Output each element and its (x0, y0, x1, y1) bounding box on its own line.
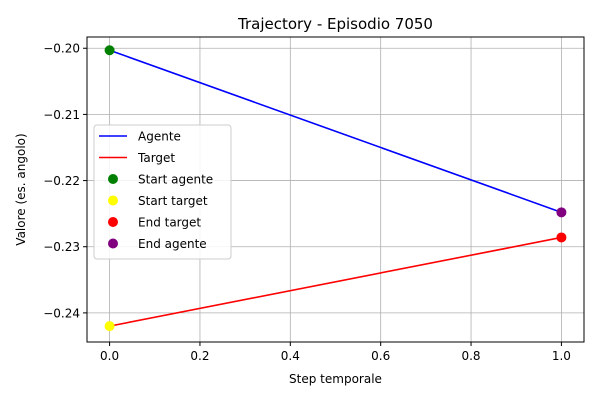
y-tick-label: −0.22 (43, 174, 80, 188)
legend: Agente Target Start agente Start target End … (93, 124, 232, 260)
legend-box (93, 124, 232, 260)
marker-end-agente (556, 207, 567, 218)
legend-label: Start target (138, 194, 208, 208)
x-tick-label: 0.2 (190, 349, 209, 363)
marker-start-target (104, 321, 115, 332)
x-tick-label: 0.0 (100, 349, 119, 363)
x-tick-label: 0.6 (371, 349, 390, 363)
series-line-target (109, 236, 562, 327)
legend-label: Agente (138, 130, 181, 144)
legend-swatch (108, 217, 118, 227)
marker-layer (104, 45, 567, 332)
series-layer (109, 49, 562, 327)
plot-frame (86, 36, 585, 343)
x-tick-label: 0.8 (461, 349, 480, 363)
legend-label: Start agente (138, 173, 213, 187)
marker-start-agente (104, 45, 115, 56)
x-tick-label: 0.4 (281, 349, 300, 363)
y-axis-label: Valore (es. angolo) (14, 133, 28, 245)
y-tick-label: −0.24 (43, 306, 80, 320)
y-tick-label: −0.21 (43, 108, 80, 122)
x-axis-label: Step temporale (289, 372, 382, 386)
legend-swatch (108, 195, 118, 206)
legend-label: End agente (138, 237, 207, 251)
x-tick-label: 1.0 (552, 349, 571, 363)
y-tick-label: −0.20 (43, 42, 80, 56)
grid (87, 37, 584, 342)
legend-swatch (108, 174, 118, 184)
chart-title: Trajectory - Episodio 7050 (237, 15, 433, 33)
marker-end-target (556, 232, 567, 243)
axes-ticks: 0.0 0.2 0.4 0.6 0.8 1.0 −0.24 −0.23 −0.22 −0.21 −0… (43, 42, 571, 363)
legend-label: End target (138, 216, 201, 230)
series-line-agente (109, 49, 562, 214)
legend-swatch (108, 238, 118, 249)
legend-label: Target (137, 151, 175, 165)
y-tick-label: −0.23 (43, 240, 80, 254)
